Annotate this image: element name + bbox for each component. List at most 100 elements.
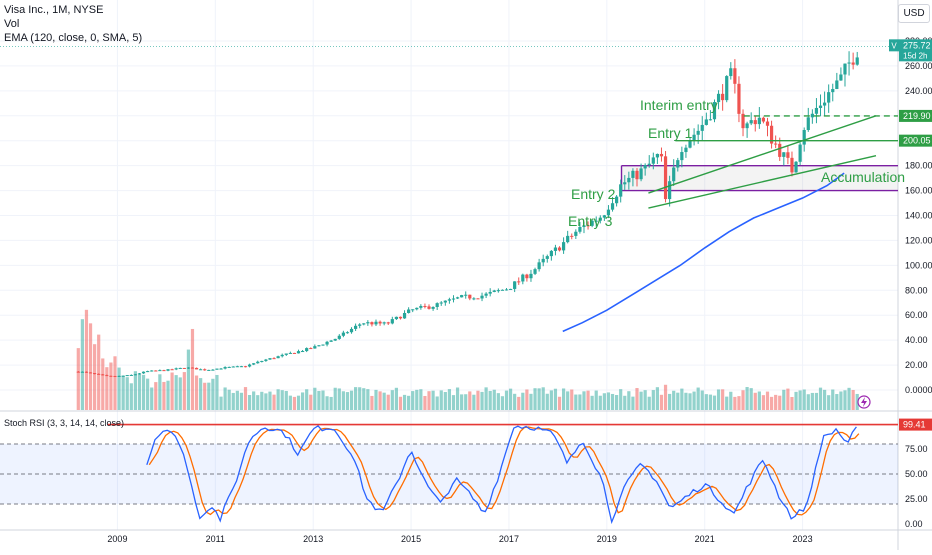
volume-bar bbox=[488, 390, 492, 410]
candle-body bbox=[704, 119, 708, 125]
volume-bar bbox=[700, 390, 704, 410]
candle-body bbox=[215, 368, 219, 370]
volume-bar bbox=[141, 374, 146, 410]
candle-body bbox=[88, 372, 93, 374]
price-candles[interactable] bbox=[76, 51, 859, 378]
volume-bar bbox=[117, 367, 121, 410]
candle-body bbox=[749, 120, 753, 124]
volume-bar bbox=[378, 391, 382, 410]
volume-bar bbox=[684, 392, 688, 410]
candle-body bbox=[843, 63, 847, 75]
candle-body bbox=[390, 319, 394, 324]
entry1-label: Entry 1 bbox=[648, 125, 693, 141]
lightning-icon[interactable] bbox=[857, 395, 871, 409]
stoch-legend[interactable]: Stoch RSI (3, 3, 14, 14, close) bbox=[4, 418, 125, 428]
volume-bar bbox=[146, 378, 150, 410]
price-tick-label: 260.00 bbox=[905, 61, 932, 71]
volume-bar bbox=[199, 378, 203, 410]
volume-bar bbox=[610, 393, 615, 410]
candle-body bbox=[455, 297, 460, 299]
candle-body bbox=[313, 346, 317, 349]
candle-body bbox=[814, 107, 819, 114]
candle-body bbox=[402, 313, 407, 319]
price-tick-label: 100.00 bbox=[905, 260, 932, 270]
candle-body bbox=[561, 242, 566, 251]
price-tick-label: 80.00 bbox=[905, 285, 928, 295]
volume-bar bbox=[672, 390, 676, 410]
candle-body bbox=[80, 371, 84, 373]
volume-bar bbox=[741, 390, 745, 410]
candle-body bbox=[529, 273, 533, 279]
volume-bar bbox=[818, 387, 823, 410]
candle-body bbox=[668, 181, 672, 200]
candle-body bbox=[354, 325, 358, 329]
volume-bar bbox=[451, 395, 456, 410]
stoch-rsi-pane[interactable] bbox=[0, 423, 898, 525]
volume-bar bbox=[288, 395, 292, 410]
volume-legend[interactable]: Vol bbox=[4, 18, 20, 30]
volume-bar bbox=[508, 388, 513, 410]
volume-bar bbox=[170, 372, 174, 410]
volume-bar bbox=[235, 390, 239, 410]
volume-bar bbox=[435, 396, 439, 410]
candle-body bbox=[745, 123, 749, 129]
volume-bar bbox=[317, 390, 321, 410]
candle-body bbox=[174, 368, 178, 370]
currency-button[interactable]: USD bbox=[898, 4, 930, 23]
volume-bar bbox=[721, 389, 725, 410]
volume-bar bbox=[309, 394, 313, 410]
candle-body bbox=[517, 281, 521, 283]
volume-bar bbox=[419, 389, 423, 410]
ema-legend[interactable]: EMA (120, close, 0, SMA, 5) bbox=[4, 32, 143, 44]
candle-body bbox=[774, 143, 778, 145]
volume-bar bbox=[557, 396, 562, 410]
candle-body bbox=[627, 177, 631, 183]
volume-bar bbox=[578, 394, 582, 410]
candle-body bbox=[186, 367, 191, 369]
candle-body bbox=[447, 299, 452, 301]
symbol-legend[interactable]: Visa Inc., 1M, NYSE bbox=[4, 4, 104, 16]
candle-body bbox=[574, 231, 578, 236]
volume-bar bbox=[802, 389, 806, 410]
candle-body bbox=[688, 140, 692, 148]
volume-bar bbox=[362, 388, 366, 410]
volume-bar bbox=[606, 392, 611, 410]
volume-bar bbox=[476, 390, 480, 410]
candle-body bbox=[610, 203, 615, 210]
candle-body bbox=[439, 302, 443, 304]
volume-bar bbox=[256, 395, 260, 410]
volume-bar bbox=[492, 389, 496, 410]
candle-body bbox=[349, 328, 354, 333]
candle-body bbox=[488, 291, 492, 294]
price-tick-label: 240.00 bbox=[905, 86, 932, 96]
volume-bar bbox=[292, 396, 297, 410]
candle-body bbox=[835, 80, 839, 90]
candle-body bbox=[692, 134, 696, 141]
candle-body bbox=[345, 332, 350, 334]
candle-body bbox=[680, 152, 684, 161]
candle-body bbox=[256, 361, 260, 364]
candle-body bbox=[288, 352, 292, 354]
candle-body bbox=[190, 367, 195, 369]
candle-body bbox=[427, 306, 431, 309]
volume-bar bbox=[76, 348, 80, 410]
candle-body bbox=[76, 371, 80, 373]
volume-bar bbox=[223, 387, 227, 410]
volume-bar bbox=[464, 394, 468, 410]
candle-body bbox=[472, 298, 476, 300]
candle-body bbox=[708, 119, 713, 121]
candle-body bbox=[655, 153, 659, 158]
candle-body bbox=[778, 143, 782, 157]
candle-body bbox=[231, 366, 235, 368]
volume-bar bbox=[345, 392, 350, 410]
volume-bar bbox=[549, 390, 553, 410]
volume-bar bbox=[460, 394, 464, 410]
candle-body bbox=[219, 368, 223, 370]
time-tick-label: 2011 bbox=[206, 534, 225, 544]
volume-bar bbox=[370, 395, 374, 410]
time-tick-label: 2021 bbox=[695, 534, 715, 544]
volume-bar bbox=[680, 388, 684, 410]
candle-body bbox=[615, 196, 619, 204]
